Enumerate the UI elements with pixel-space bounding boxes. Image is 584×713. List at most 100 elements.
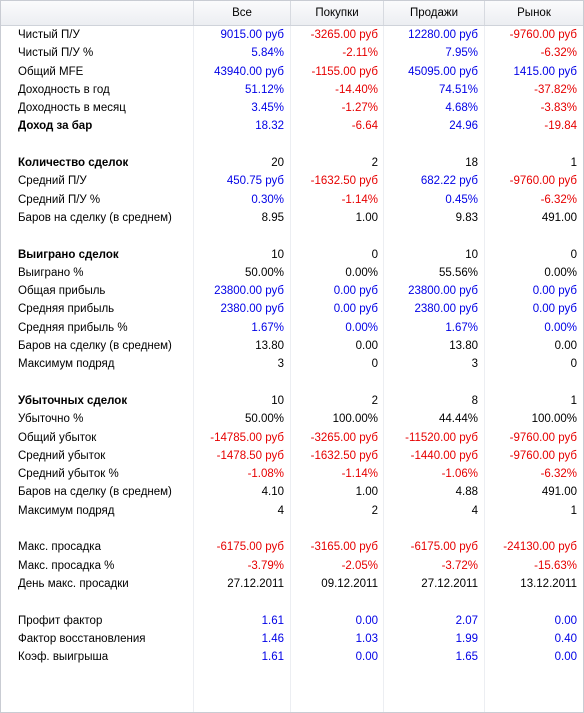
- value-all: 2380.00 руб: [220, 303, 285, 316]
- value-buys: -1.14%: [341, 468, 378, 481]
- spacer-row: [1, 136, 583, 154]
- value-all: -6175.00 руб: [216, 541, 284, 554]
- row-label: Средняя прибыль %: [18, 321, 128, 334]
- value-buys: 2: [371, 157, 378, 170]
- value-all: 3: [277, 358, 284, 371]
- stats-table-body: Чистый П/У 9015.00 руб -3265.00 руб 12280.0…: [1, 26, 583, 666]
- table-row: Макс. просадка -6175.00 руб -3165.00 руб -6…: [1, 538, 583, 556]
- table-row: Доход за бар 18.32 -6.64 24.96 -19.84: [1, 117, 583, 135]
- value-all: 23800.00 руб: [214, 285, 284, 298]
- table-row: Общая прибыль 23800.00 руб 0.00 руб 23800.0…: [1, 282, 583, 300]
- table-row: Доходность в месяц 3.45% -1.27% 4.68% -3.83%: [1, 99, 583, 117]
- value-buys: -6.64: [351, 120, 378, 133]
- value-sells: 4.68%: [445, 102, 478, 115]
- value-buys: 0.00: [355, 614, 378, 627]
- value-sells: 10: [465, 248, 478, 261]
- value-all: 1.67%: [251, 321, 284, 334]
- value-sells: 2380.00 руб: [414, 303, 479, 316]
- value-sells: 13.80: [449, 340, 478, 353]
- table-row: Коэф. выигрыша 1.61 0.00 1.65 0.00: [1, 648, 583, 666]
- value-all: 51.12%: [244, 83, 284, 96]
- table-row: Средний П/У % 0.30% -1.14% 0.45% -6.32%: [1, 191, 583, 209]
- table-header: Все Покупки Продажи Рынок: [1, 1, 583, 26]
- value-all: 50.00%: [244, 413, 284, 426]
- value-sells: 682.22 руб: [420, 175, 478, 188]
- value-all: -1478.50 руб: [216, 449, 284, 462]
- value-market: -3.83%: [540, 102, 577, 115]
- value-buys: 0: [371, 358, 378, 371]
- value-all: 8.95: [261, 211, 284, 224]
- value-all: -14785.00 руб: [210, 431, 284, 444]
- value-market: 491.00: [541, 486, 577, 499]
- value-all: 4.10: [261, 486, 284, 499]
- header-all[interactable]: Все: [193, 1, 290, 25]
- row-label: Макс. просадка %: [18, 559, 115, 572]
- table-row: Количество сделок 20 2 18 1: [1, 154, 583, 172]
- value-all: 4: [277, 504, 284, 517]
- value-market: 100.00%: [531, 413, 577, 426]
- value-all: 18.32: [255, 120, 284, 133]
- value-market: -6.32%: [540, 468, 577, 481]
- value-market: 1: [570, 504, 577, 517]
- table-row: Средний убыток -1478.50 руб -1632.50 руб -1…: [1, 447, 583, 465]
- value-all: -3.79%: [247, 559, 284, 572]
- value-market: 0.00: [554, 614, 577, 627]
- row-label: Общий убыток: [18, 431, 97, 444]
- value-buys: 0.00: [355, 651, 378, 664]
- value-all: 5.84%: [251, 47, 284, 60]
- value-market: 0.00 руб: [532, 285, 577, 298]
- value-sells: 1.67%: [445, 321, 478, 334]
- value-all: 1.61: [261, 614, 284, 627]
- value-sells: 55.56%: [438, 266, 478, 279]
- row-label: Средний убыток %: [18, 468, 119, 481]
- value-all: 20: [271, 157, 284, 170]
- row-label: Коэф. выигрыша: [18, 651, 109, 664]
- value-market: -9760.00 руб: [509, 29, 577, 41]
- value-buys: 1.00: [355, 211, 378, 224]
- value-all: 10: [271, 248, 284, 261]
- row-label: Макс. просадка: [18, 541, 101, 554]
- value-buys: -1.27%: [341, 102, 378, 115]
- table-row: Средняя прибыль 2380.00 руб 0.00 руб 2380.0…: [1, 300, 583, 318]
- row-label: Средний П/У: [18, 175, 87, 188]
- value-sells: 44.44%: [438, 413, 478, 426]
- value-sells: 4: [471, 504, 478, 517]
- value-all: 1.61: [261, 651, 284, 664]
- value-all: 13.80: [255, 340, 284, 353]
- value-sells: 1.99: [455, 632, 478, 645]
- value-buys: -1632.50 руб: [310, 449, 378, 462]
- row-label: Профит фактор: [18, 614, 103, 627]
- value-buys: 0: [371, 248, 378, 261]
- value-buys: 2: [371, 394, 378, 407]
- value-sells: 1.65: [455, 651, 478, 664]
- table-row: Убыточных сделок 10 2 8 1: [1, 392, 583, 410]
- value-market: 0.00%: [544, 266, 577, 279]
- value-market: -9760.00 руб: [509, 175, 577, 188]
- value-buys: -1155.00 руб: [311, 65, 378, 78]
- value-buys: -3265.00 руб: [310, 29, 378, 41]
- header-market[interactable]: Рынок: [484, 1, 583, 25]
- row-label: Количество сделок: [18, 157, 129, 170]
- value-market: -6.32%: [540, 47, 577, 60]
- value-sells: 24.96: [449, 120, 478, 133]
- value-all: 27.12.2011: [227, 577, 284, 590]
- table-row: Средний убыток % -1.08% -1.14% -1.06% -6.32%: [1, 465, 583, 483]
- header-sells[interactable]: Продажи: [383, 1, 484, 25]
- value-market: 0.00: [554, 340, 577, 353]
- value-buys: 0.00 руб: [333, 285, 378, 298]
- table-row: Максимум подряд 3 0 3 0: [1, 355, 583, 373]
- value-sells: 4.88: [455, 486, 478, 499]
- header-buys[interactable]: Покупки: [290, 1, 383, 25]
- value-buys: 0.00%: [345, 321, 378, 334]
- value-sells: -1440.00 руб: [410, 449, 478, 462]
- row-label: Выиграно %: [18, 266, 84, 279]
- row-label: Доходность в год: [18, 83, 110, 96]
- value-buys: -2.05%: [341, 559, 378, 572]
- value-market: -6.32%: [540, 193, 577, 206]
- value-market: -9760.00 руб: [509, 449, 577, 462]
- value-market: 0.00%: [544, 321, 577, 334]
- table-row: Баров на сделку (в среднем) 4.10 1.00 4.88 4…: [1, 483, 583, 501]
- table-row: Макс. просадка % -3.79% -2.05% -3.72% -15.63…: [1, 557, 583, 575]
- value-all: 1.46: [261, 632, 284, 645]
